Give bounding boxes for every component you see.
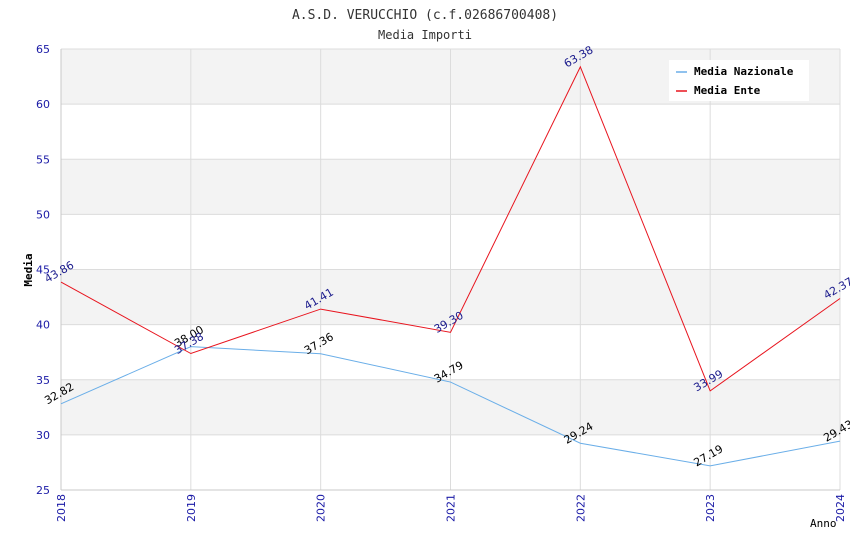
x-tick-labels: 2018 2019 2020 2021 2022 2023 2024	[55, 494, 847, 522]
x-axis-label: Anno	[810, 517, 837, 530]
y-tick-label: 35	[36, 374, 50, 387]
chart-title: A.S.D. VERUCCHIO (c.f.02686700408)	[292, 8, 558, 23]
y-tick-label: 55	[36, 153, 50, 166]
axes	[60, 49, 840, 491]
x-tick-label: 2019	[185, 494, 198, 522]
y-tick-label: 60	[36, 98, 50, 111]
series-line-media-nazionale	[60, 346, 841, 467]
legend-item-media-ente: Media Ente	[676, 84, 761, 97]
y-tick-label: 25	[36, 484, 50, 497]
chart-subtitle: Media Importi	[378, 28, 472, 42]
y-tick-label: 30	[36, 429, 50, 442]
y-axis-label: Media	[22, 253, 35, 286]
legend-label: Media Ente	[694, 84, 761, 97]
x-tick-label: 2024	[834, 494, 847, 522]
legend-item-media-nazionale: Media Nazionale	[676, 65, 794, 78]
series-line-media-ente	[60, 65, 841, 392]
x-tick-label: 2023	[704, 494, 717, 522]
legend-label: Media Nazionale	[694, 65, 794, 78]
legend: Media Nazionale Media Ente	[669, 60, 809, 101]
x-tick-label: 2020	[315, 494, 328, 522]
y-tick-labels: 25 30 35 40 45 50 55 60 65	[36, 43, 50, 497]
y-tick-label: 40	[36, 319, 50, 332]
x-tick-label: 2022	[574, 494, 587, 522]
y-tick-label: 45	[36, 264, 50, 277]
x-tick-label: 2018	[55, 494, 68, 522]
x-tick-label: 2021	[445, 494, 458, 522]
y-tick-label: 65	[36, 43, 50, 56]
y-tick-label: 50	[36, 208, 50, 221]
series-lines	[60, 65, 841, 467]
legend-box	[669, 60, 809, 101]
